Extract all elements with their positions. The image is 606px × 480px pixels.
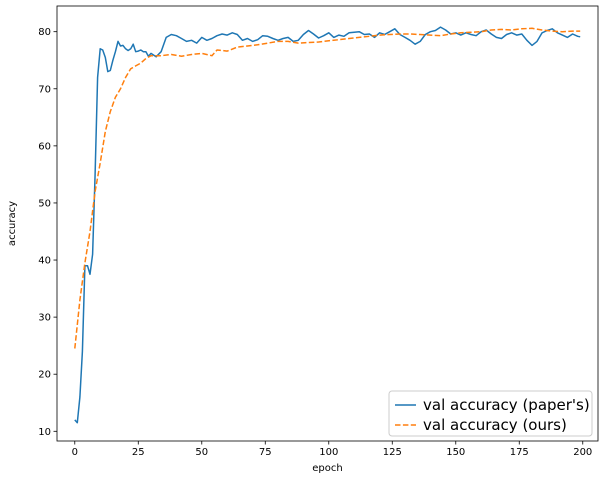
y-tick-label: 40 (38, 256, 51, 267)
x-tick-label: 25 (132, 447, 145, 458)
plot-lines (74, 26, 581, 424)
x-tick-label: 175 (510, 447, 529, 458)
y-tick-label: 70 (38, 84, 51, 95)
x-tick-label: 100 (319, 447, 338, 458)
x-tick-label: 0 (72, 447, 78, 458)
y-tick-label: 30 (38, 313, 51, 324)
x-tick-label: 125 (383, 447, 402, 458)
y-tick-label: 20 (38, 370, 51, 381)
y-tick-label: 50 (38, 198, 51, 209)
series-line-papers (74, 26, 581, 424)
y-tick-label: 60 (38, 141, 51, 152)
series-line-ours (74, 27, 581, 349)
y-tick-label: 10 (38, 427, 51, 438)
y-tick-label: 80 (38, 27, 51, 38)
legend-label-ours: val accuracy (ours) (423, 416, 567, 434)
x-tick-label: 150 (446, 447, 465, 458)
legend: val accuracy (paper's) val accuracy (our… (388, 390, 593, 437)
y-axis: 10 20 30 40 50 60 70 80 (38, 27, 57, 438)
x-tick-label: 200 (573, 447, 592, 458)
x-tick-label: 75 (259, 447, 272, 458)
x-axis-label: epoch (312, 463, 342, 474)
y-axis-label: accuracy (7, 201, 18, 246)
legend-box (388, 390, 593, 437)
plot-area-frame (56, 5, 599, 442)
x-axis: 0 25 50 75 100 125 150 175 200 (72, 441, 592, 458)
legend-label-papers: val accuracy (paper's) (423, 396, 590, 414)
x-tick-label: 50 (195, 447, 208, 458)
